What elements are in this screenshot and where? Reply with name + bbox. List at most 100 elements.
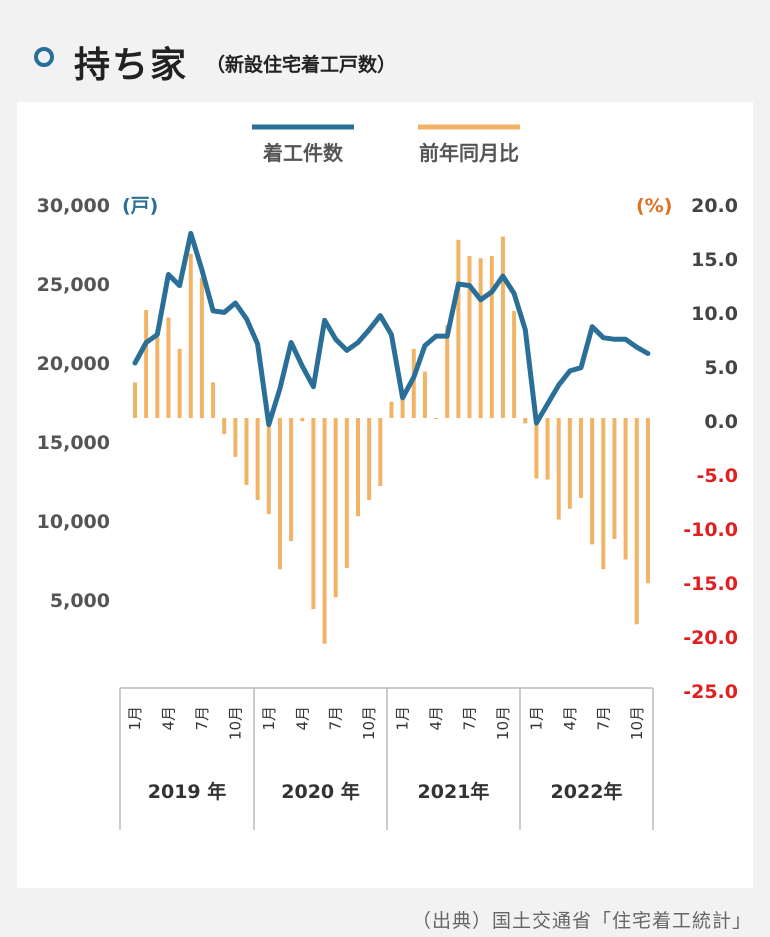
bar: [400, 393, 405, 418]
bar: [166, 317, 171, 418]
year-label: 2020 年: [281, 780, 360, 803]
left-tick-label: 5,000: [50, 590, 110, 612]
bar: [389, 401, 394, 418]
month-label: 7月: [461, 706, 479, 731]
left-axis: 30,000 25,000 20,000 15,000 10,000 5,000 (戸): [37, 195, 159, 612]
bar: [467, 256, 472, 418]
left-tick-label: 15,000: [37, 432, 110, 454]
right-tick-label: 5.0: [704, 357, 738, 379]
bar: [289, 418, 294, 542]
month-label: 4月: [561, 706, 579, 731]
right-axis: 20.0 15.0 10.0 5.0 0.0 -5.0 -10.0 -15.0 -20.0 -25…: [636, 195, 738, 703]
month-label: 10月: [628, 706, 646, 740]
bar: [199, 277, 204, 418]
month-label: 10月: [494, 706, 512, 740]
month-label: 1月: [527, 706, 545, 731]
bar: [188, 253, 193, 418]
bar-series: [133, 236, 650, 644]
legend-label-1: 着工件数: [262, 141, 344, 165]
bar: [411, 348, 416, 418]
bar: [422, 371, 427, 418]
month-label: 4月: [293, 706, 311, 731]
bar: [133, 382, 137, 418]
year-label: 2021年: [418, 780, 490, 803]
bar: [545, 418, 550, 480]
bar: [244, 418, 249, 485]
bar: [534, 418, 539, 479]
bar: [567, 418, 572, 509]
bar: [612, 418, 617, 539]
bar: [266, 418, 271, 515]
bar: [378, 418, 383, 487]
bar: [623, 418, 628, 560]
bar: [344, 418, 349, 569]
bar: [556, 418, 561, 520]
legend: 着工件数 前年同月比: [252, 124, 520, 165]
bar: [500, 236, 505, 418]
bar: [333, 418, 338, 598]
bar: [445, 325, 450, 418]
bar: [155, 337, 160, 418]
bar: [177, 348, 182, 418]
bar: [579, 418, 583, 498]
bar: [512, 311, 517, 418]
line-series: [132, 230, 651, 428]
left-axis-unit: (戸): [122, 195, 158, 217]
right-tick-label: -5.0: [696, 465, 738, 487]
source-note: （出典）国土交通省「住宅着工統計」: [411, 910, 752, 932]
left-tick-label: 30,000: [37, 195, 110, 217]
bar: [322, 418, 327, 644]
bar: [489, 256, 494, 418]
bar: [233, 418, 238, 457]
right-tick-label: 0.0: [704, 411, 738, 433]
chart-title: 持ち家: [74, 45, 189, 86]
right-tick-label: -15.0: [683, 573, 738, 595]
month-label: 4月: [159, 706, 177, 731]
bar: [255, 418, 260, 501]
month-label: 7月: [327, 706, 345, 731]
bar: [434, 418, 439, 420]
bar: [277, 418, 282, 570]
right-tick-label: 15.0: [691, 249, 738, 271]
bar: [367, 418, 372, 501]
left-tick-label: 25,000: [37, 274, 110, 296]
right-tick-label: -25.0: [683, 681, 738, 703]
bar: [211, 382, 216, 418]
month-label: 1月: [260, 706, 278, 731]
bar: [478, 258, 483, 418]
title-bullet-icon: [34, 47, 54, 67]
right-tick-label: -10.0: [683, 519, 738, 541]
month-label: 10月: [360, 706, 378, 740]
month-label: 1月: [126, 706, 144, 731]
month-label: 1月: [394, 706, 412, 731]
bar: [634, 418, 639, 625]
x-axis: 1月 4月 7月 10月 1月 4月 7月 10月 1月 4月 7月 10月 1月 4月 7月 10月 2019…: [119, 687, 654, 830]
right-tick-label: -20.0: [683, 627, 738, 649]
right-axis-unit: (%): [636, 195, 672, 217]
chart-subtitle: （新設住宅着工戸数）: [206, 54, 397, 76]
year-label: 2022年: [551, 780, 623, 803]
bar: [590, 418, 595, 545]
month-label: 7月: [193, 706, 211, 731]
bar: [645, 418, 650, 584]
month-label: 4月: [427, 706, 445, 731]
bar: [222, 418, 227, 435]
bar: [601, 418, 606, 570]
chart-panel: [17, 102, 753, 888]
month-label: 7月: [594, 706, 612, 731]
bar: [356, 418, 360, 517]
right-tick-label: 20.0: [691, 195, 738, 217]
bar: [144, 310, 149, 418]
left-tick-label: 20,000: [37, 353, 110, 375]
header: 持ち家 （新設住宅着工戸数）: [0, 0, 770, 100]
legend-label-2: 前年同月比: [419, 141, 519, 165]
bar: [456, 239, 461, 418]
bar: [311, 418, 316, 610]
bar: [300, 418, 305, 422]
left-tick-label: 10,000: [37, 511, 110, 533]
bar: [523, 418, 528, 424]
right-tick-label: 10.0: [691, 303, 738, 325]
year-label: 2019 年: [148, 780, 227, 803]
month-label: 10月: [226, 706, 244, 740]
